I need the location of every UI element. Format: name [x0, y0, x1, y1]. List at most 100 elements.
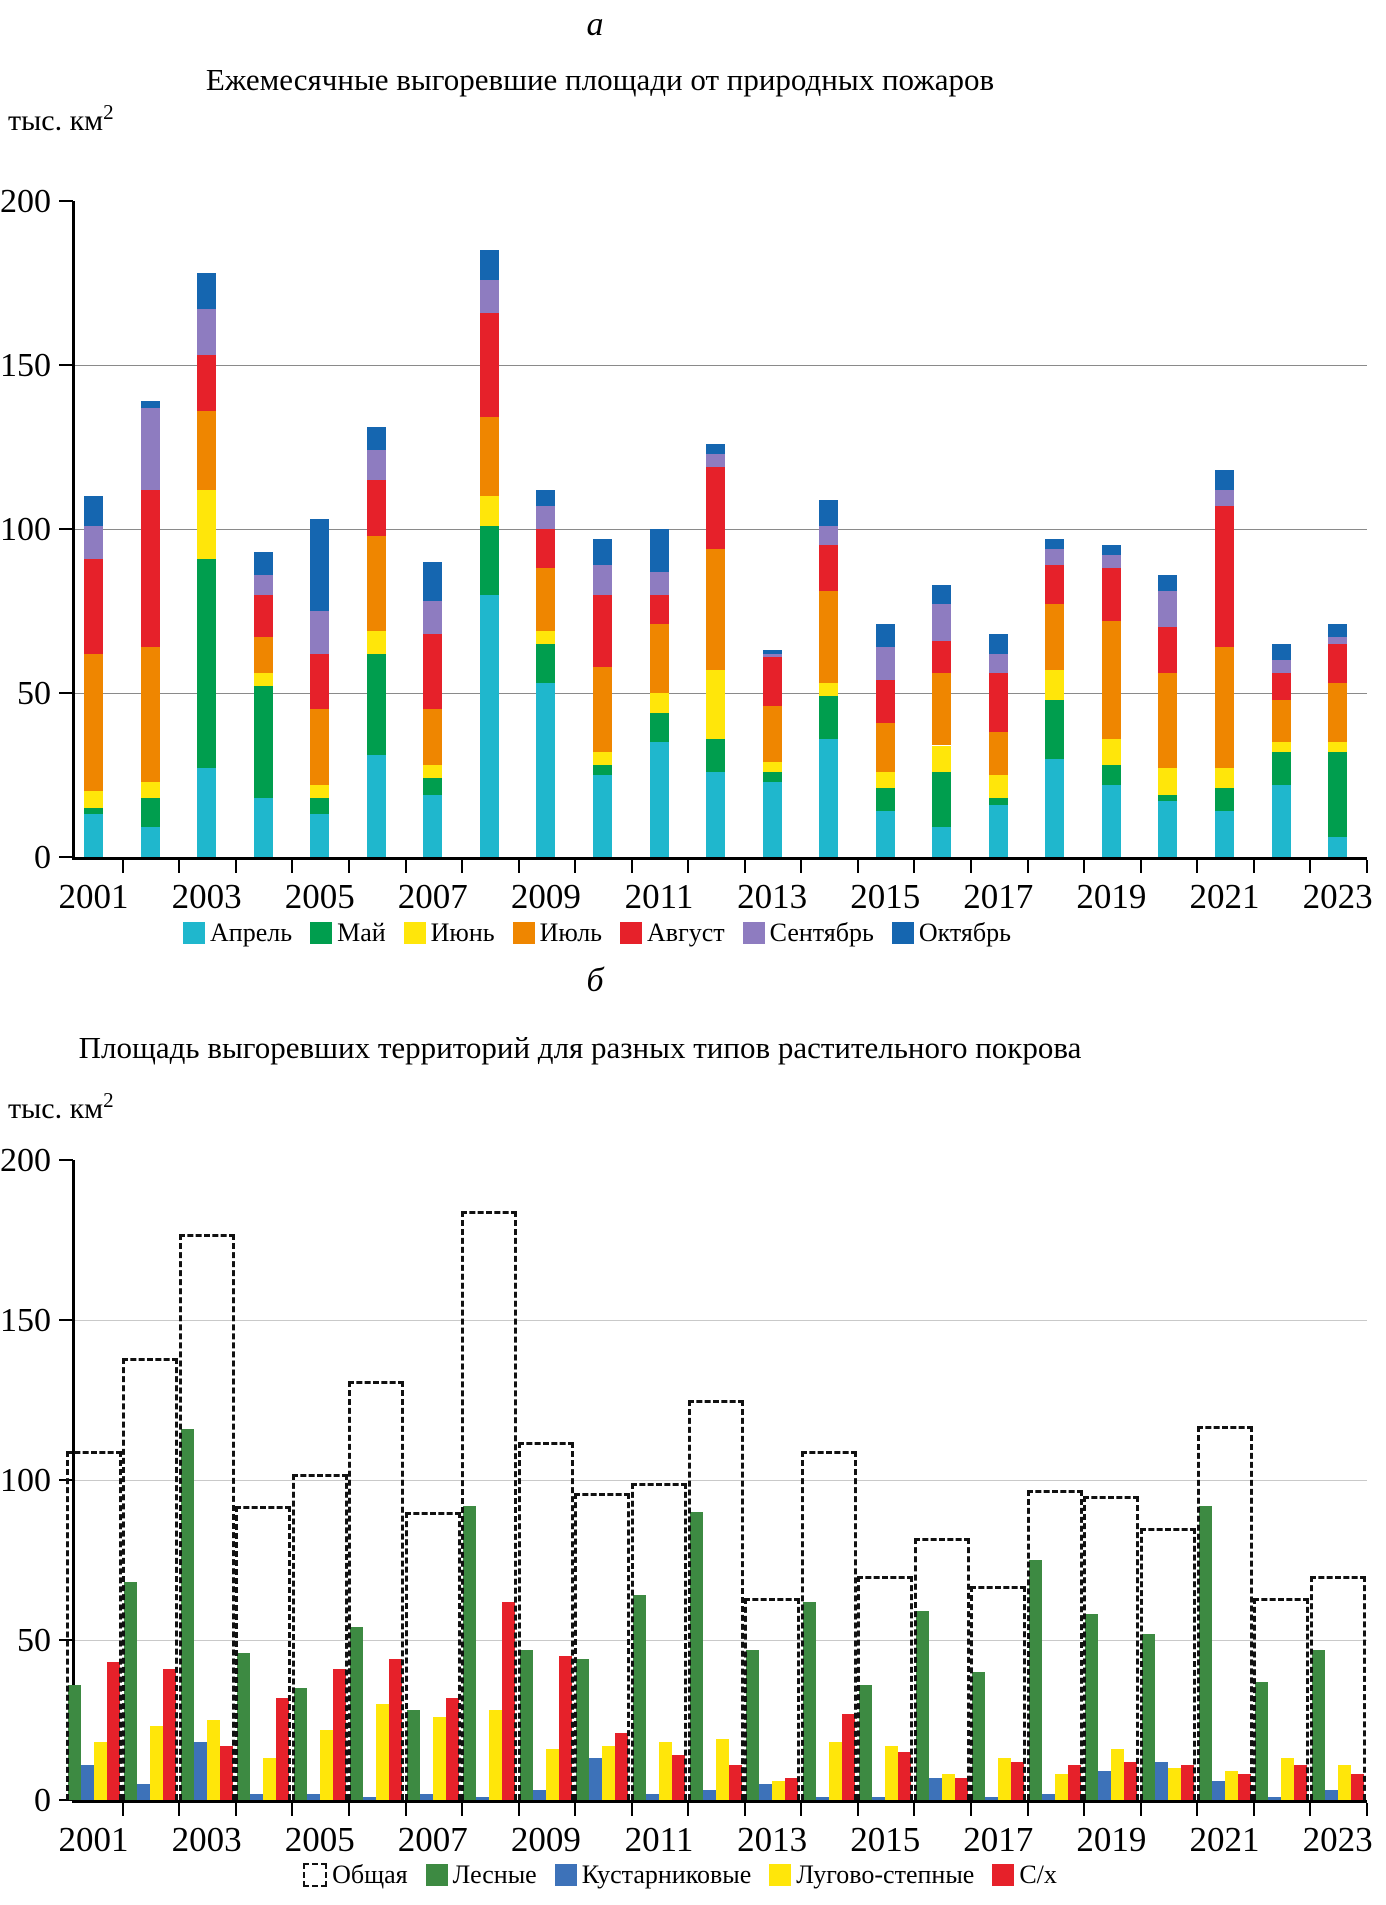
- outline-bar-2003-Общая: [178, 1233, 235, 1800]
- bar-2003-Кустарниковые: [193, 1742, 207, 1800]
- bar-segment-2004-Сентябрь: [253, 574, 273, 595]
- y-tick-label-200: 200: [0, 1142, 51, 1179]
- bar-segment-2017-Сентябрь: [988, 653, 1008, 674]
- outline-bar-2019-Общая: [1083, 1496, 1140, 1800]
- bar-segment-2012-Август: [706, 466, 726, 549]
- y-tick-150: [59, 1319, 73, 1321]
- bar-2018-Кустарниковые: [1041, 1793, 1055, 1800]
- panel-a-title: Ежемесячные выгоревшие площади от природ…: [205, 62, 995, 97]
- bar-segment-2010-Май: [592, 765, 612, 775]
- legend-item-Октябрь: Октябрь: [891, 918, 1011, 948]
- panel-b-y-unit: тыс. км2: [8, 1088, 114, 1125]
- bar-2016-Лугово-степные: [941, 1774, 955, 1800]
- bar-2020-Лесные: [1141, 1633, 1155, 1800]
- bar-segment-2006-Апрель: [366, 755, 386, 857]
- bar-segment-2021-Август: [1215, 506, 1234, 648]
- x-tick-label-2023: 2023: [1302, 1820, 1373, 1859]
- legend-swatch-Июль: [512, 922, 535, 944]
- bar-2023-С/х: [1350, 1774, 1364, 1800]
- legend-swatch-Общая: [303, 1863, 328, 1887]
- bar-2008-Лугово-степные: [489, 1710, 503, 1800]
- bar-segment-2023-Август: [1328, 643, 1348, 684]
- bar-2005-С/х: [332, 1668, 346, 1800]
- panel-a-plot-area: 0 50 100 150 200 2001 2003 2005 2007 2009 2011 2013…: [0, 183, 1373, 916]
- bar-segment-2008-Май: [479, 525, 499, 595]
- y-tick-label-0: 0: [34, 839, 51, 876]
- bar-segment-2021-Июнь: [1215, 768, 1234, 789]
- x-tick-label-2015: 2015: [850, 1820, 921, 1859]
- legend-item-Лугово-степные: Лугово-степные: [769, 1860, 974, 1890]
- legend-item-С/х: С/х: [992, 1860, 1057, 1890]
- gridline-150: [75, 364, 1367, 366]
- bar-segment-2010-Август: [592, 594, 612, 667]
- x-tick-label-2003: 2003: [171, 1820, 242, 1859]
- bar-segment-2016-Июнь: [932, 745, 952, 772]
- outline-bar-2004-Общая: [235, 1505, 292, 1800]
- bar-segment-2019-Август: [1101, 568, 1121, 621]
- bar-segment-2002-Октябрь: [140, 401, 160, 408]
- bar-2021-Лесные: [1198, 1505, 1212, 1800]
- bar-segment-2015-Сентябрь: [875, 647, 895, 680]
- bar-segment-2009-Май: [536, 643, 556, 684]
- bar-segment-2021-Май: [1215, 788, 1234, 812]
- x-tick: [461, 860, 464, 873]
- bar-segment-2011-Май: [649, 712, 669, 743]
- legend-label: Июль: [539, 918, 603, 947]
- bar-segment-2016-Сентябрь: [932, 604, 952, 641]
- bar-segment-2003-Апрель: [197, 768, 217, 857]
- bar-segment-2014-Сентябрь: [819, 525, 839, 546]
- panel-a-y-unit: тыс. км2: [8, 100, 114, 137]
- bar-segment-2008-Июль: [479, 417, 499, 497]
- outline-bar-2002-Общая: [122, 1358, 179, 1800]
- bar-2022-Кустарниковые: [1268, 1796, 1282, 1800]
- bar-segment-2023-Апрель: [1328, 837, 1348, 857]
- bar-segment-2010-Июль: [592, 666, 612, 753]
- legend-label: Август: [647, 918, 725, 947]
- bar-segment-2019-Июль: [1101, 620, 1121, 739]
- bar-segment-2006-Октябрь: [366, 427, 386, 451]
- bar-2001-С/х: [106, 1662, 120, 1800]
- bar-segment-2005-Май: [310, 797, 330, 815]
- bar-2012-Лесные: [689, 1512, 703, 1800]
- legend-item-Апрель: Апрель: [183, 918, 292, 948]
- x-tick: [1252, 1803, 1255, 1816]
- bar-segment-2009-Июнь: [536, 630, 556, 644]
- bar-2003-Лугово-степные: [206, 1720, 220, 1800]
- panel-b-letter: б: [586, 962, 604, 999]
- bar-segment-2009-Июль: [536, 568, 556, 631]
- bar-segment-2021-Сентябрь: [1215, 489, 1234, 507]
- bar-segment-2019-Апрель: [1101, 784, 1121, 857]
- bar-segment-2009-Октябрь: [536, 489, 556, 507]
- x-tick: [856, 1803, 859, 1816]
- bar-segment-2012-Июнь: [706, 670, 726, 739]
- bar-segment-2004-Май: [253, 686, 273, 798]
- legend-item-Лесные: Лесные: [425, 1860, 537, 1890]
- x-tick: [517, 860, 520, 873]
- bar-segment-2020-Май: [1158, 794, 1178, 802]
- outline-bar-2013-Общая: [744, 1598, 801, 1800]
- x-tick-label-2023: 2023: [1302, 877, 1373, 916]
- bar-segment-2007-Апрель: [423, 794, 443, 857]
- x-tick-label-2013: 2013: [737, 877, 808, 916]
- bar-segment-2001-Июнь: [84, 791, 103, 808]
- bar-2003-С/х: [219, 1745, 233, 1800]
- bar-2017-Лугово-степные: [998, 1758, 1012, 1800]
- x-tick: [800, 860, 803, 873]
- bar-segment-2014-Май: [819, 696, 839, 739]
- bar-2005-Лесные: [293, 1688, 307, 1800]
- x-tick: [970, 1803, 973, 1816]
- bar-2001-Лугово-степные: [93, 1742, 107, 1800]
- bar-segment-2017-Август: [988, 673, 1008, 733]
- x-tick: [291, 1803, 294, 1816]
- bar-segment-2007-Июль: [423, 709, 443, 766]
- bar-segment-2015-Октябрь: [875, 624, 895, 648]
- x-tick: [1309, 860, 1312, 873]
- bar-2022-Лугово-степные: [1281, 1758, 1295, 1800]
- bar-segment-2005-Апрель: [310, 814, 330, 857]
- bar-2004-Лесные: [237, 1652, 251, 1800]
- bar-2011-С/х: [672, 1755, 685, 1800]
- bar-segment-2007-Сентябрь: [423, 601, 443, 634]
- bar-segment-2019-Июнь: [1101, 738, 1121, 766]
- outline-bar-2022-Общая: [1253, 1598, 1310, 1800]
- x-tick-label-2005: 2005: [284, 1820, 355, 1859]
